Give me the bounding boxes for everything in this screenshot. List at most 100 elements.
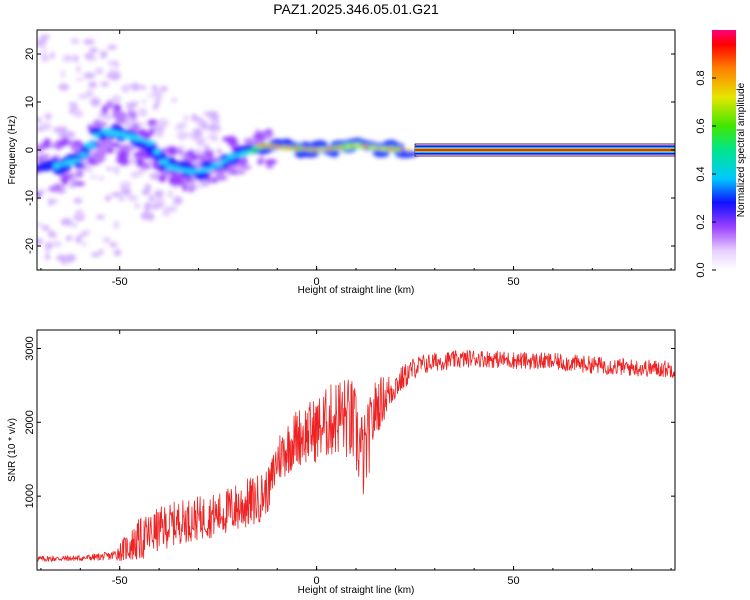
purple-blob: [127, 109, 134, 119]
spectrogram-x-label: Height of straight line (km): [298, 285, 415, 296]
purple-blob: [101, 121, 107, 127]
noise-blob: [73, 110, 84, 118]
noise-blob: [37, 117, 42, 123]
red-blob: [294, 147, 299, 150]
noise-blob: [51, 199, 58, 204]
noise-blob: [120, 181, 131, 189]
noise-blob: [73, 54, 79, 63]
noise-blob: [167, 190, 173, 198]
y-tick-label: 2000: [24, 410, 36, 434]
noise-blob: [89, 175, 98, 179]
purple-blob: [73, 181, 86, 186]
red-blob: [276, 145, 281, 148]
noise-blob: [118, 197, 125, 201]
colorbar-ticks: 0.0 0.2 0.4 0.6 0.8: [695, 70, 716, 278]
cyan-blob: [245, 149, 256, 154]
noise-blob: [47, 230, 55, 238]
noise-blob: [37, 222, 44, 227]
purple-blob: [158, 174, 167, 183]
cyan-blob: [64, 159, 76, 166]
noise-blob: [192, 134, 204, 138]
noise-blob: [129, 158, 137, 166]
yellow-blob: [344, 144, 352, 148]
noise-blob: [152, 104, 159, 110]
noise-blob: [56, 254, 68, 262]
noise-blob: [103, 116, 114, 121]
noise-blob: [48, 197, 53, 207]
noise-blob: [51, 241, 62, 247]
yellow-blob: [386, 147, 397, 151]
noise-blob: [183, 115, 189, 122]
yellow-blob: [256, 143, 267, 147]
noise-blob: [75, 78, 84, 82]
noise-blob: [88, 81, 98, 88]
blue-blob: [193, 171, 210, 181]
noise-blob: [41, 225, 50, 231]
noise-blob: [196, 122, 203, 127]
noise-blob: [186, 132, 195, 137]
purple-blob: [147, 119, 158, 126]
noise-blob: [154, 130, 164, 138]
noise-blob: [69, 222, 78, 228]
y-tick-label: 0: [24, 147, 36, 153]
noise-blob: [37, 39, 47, 45]
noise-blob: [210, 137, 219, 142]
purple-blob: [130, 122, 140, 132]
noise-blob: [83, 72, 96, 79]
noise-blob: [124, 118, 135, 126]
purple-blob: [135, 151, 143, 157]
noise-blob: [73, 198, 83, 204]
noise-blob: [42, 45, 47, 52]
cyan-blob: [72, 158, 81, 163]
spectrogram-core: [414, 143, 675, 157]
noise-blob: [209, 118, 216, 123]
noise-blob: [126, 194, 139, 202]
noise-blob: [142, 99, 147, 104]
yellow-blob: [336, 146, 343, 150]
noise-blob: [58, 83, 70, 91]
purple-blob: [264, 159, 278, 165]
noise-blob: [162, 124, 167, 128]
noise-blob: [111, 192, 123, 198]
red-blob: [328, 147, 333, 150]
purple-blob: [213, 174, 228, 181]
purple-blob: [182, 184, 188, 192]
noise-blob: [94, 67, 104, 75]
noise-blob: [44, 113, 52, 120]
noise-blob: [70, 37, 80, 45]
purple-blob: [261, 132, 274, 138]
noise-blob: [44, 253, 51, 260]
noise-blob: [75, 235, 82, 244]
cyan-blob: [145, 140, 156, 146]
noise-blob: [106, 45, 117, 50]
yellow-blob: [352, 143, 361, 147]
noise-blob: [170, 98, 179, 103]
noise-blob: [70, 178, 78, 182]
purple-blob: [105, 147, 115, 154]
snr-y-ticks: 1000 2000 3000: [24, 336, 675, 508]
purple-blob: [87, 124, 93, 130]
noise-blob: [68, 102, 78, 107]
noise-blob: [131, 82, 140, 91]
noise-blob: [90, 97, 101, 107]
purple-blob: [92, 119, 103, 129]
noise-blob: [39, 34, 51, 40]
noise-blob: [150, 204, 161, 210]
noise-blob: [74, 209, 84, 219]
colorbar-tick-label: 0.2: [695, 214, 707, 229]
noise-blob: [156, 199, 166, 207]
red-blob: [398, 148, 403, 151]
spectrogram-blobs: [37, 34, 419, 265]
colorbar-tick-label: 0.4: [695, 166, 707, 181]
noise-blob: [107, 60, 118, 66]
cyan-blob: [112, 130, 122, 137]
x-tick-label: -50: [112, 276, 128, 288]
x-tick-label: 0: [314, 575, 320, 587]
noise-blob: [100, 50, 108, 57]
yellow-blob: [301, 147, 308, 151]
y-tick-label: -10: [24, 190, 36, 206]
yellow-blob: [378, 147, 387, 151]
purple-blob: [48, 143, 61, 148]
noise-blob: [148, 93, 153, 98]
cyan-blob: [158, 159, 170, 165]
